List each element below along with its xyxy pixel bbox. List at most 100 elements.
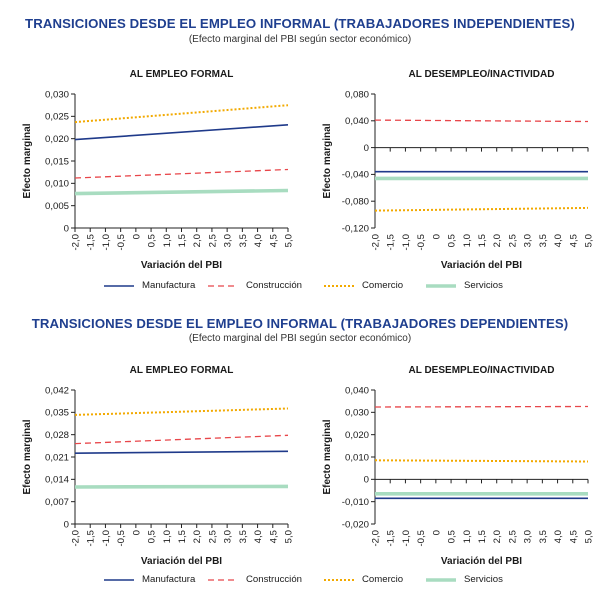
x-tick-label: -1,5 [86, 234, 97, 251]
series-line-construccin [74, 434, 289, 445]
x-tick-label: 3,0 [523, 234, 534, 247]
series-line-manufactura [74, 450, 289, 454]
series-line-manufactura [74, 124, 289, 141]
chart-dependientes-formal: AL EMPLEO FORMAL 0 0,007 0,014 0,021 0,028 0,0… [22, 365, 295, 567]
x-tick-label: 1,0 [462, 530, 473, 543]
chart-independientes-formal: AL EMPLEO FORMAL 0 0,005 0,010 0,015 0,020 0,0… [22, 69, 295, 271]
x-tick-label: -2,0 [371, 530, 382, 547]
y-tick-label: 0,007 [45, 497, 69, 508]
x-tick-label: 1,0 [162, 530, 173, 543]
x-tick-label: 1,5 [177, 234, 188, 247]
x-tick-label: -0,5 [116, 530, 127, 547]
series-line-comercio [74, 407, 289, 416]
legend-item-manufactura: Manufactura [104, 574, 195, 585]
x-tick-label: -2,0 [371, 234, 382, 251]
legend-label: Comercio [362, 280, 404, 291]
x-axis-label: Variación del PBI [141, 260, 222, 271]
legend-item-comercio: Comercio [324, 280, 403, 291]
x-tick-label: -0,5 [416, 234, 427, 251]
x-tick-label: 1,5 [477, 530, 488, 543]
y-tick-label: 0,005 [45, 201, 69, 212]
series-line-comercio [74, 104, 289, 124]
x-tick-label: 4,0 [553, 234, 564, 247]
y-tick-label: 0 [364, 143, 369, 154]
y-tick-label: 0,080 [345, 89, 369, 100]
x-tick-label: 4,5 [268, 234, 279, 247]
x-tick-label: 3,0 [523, 530, 534, 543]
legend-independientes: Manufactura Construcción Comercio Servicios [0, 280, 600, 296]
series-line-comercio [374, 206, 589, 212]
legend-label: Manufactura [142, 280, 196, 291]
x-tick-label: 3,0 [223, 234, 234, 247]
legend-item-construccin: Construcción [208, 280, 302, 291]
x-tick-label: 1,0 [462, 234, 473, 247]
x-tick-label: 2,5 [507, 530, 518, 543]
y-tick-label: 0 [364, 475, 369, 486]
x-tick-label: -1,5 [86, 530, 97, 547]
x-tick-label: -1,0 [101, 530, 112, 547]
legend-label: Manufactura [142, 574, 196, 585]
series-line-construccin [374, 405, 589, 408]
x-tick-label: 3,5 [538, 234, 549, 247]
y-tick-label: 0 [64, 223, 69, 234]
y-tick-label: 0,040 [345, 116, 369, 127]
y-tick-label: -0,120 [342, 223, 369, 234]
x-tick-label: -1,5 [386, 530, 397, 547]
x-tick-label: 2,5 [507, 234, 518, 247]
chart-independientes-desempleo: AL DESEMPLEO/INACTIVIDAD -0,120 -0,080 -0,0… [322, 69, 595, 271]
x-tick-label: 0 [431, 530, 442, 535]
y-tick-label: 0,021 [45, 452, 69, 463]
legend-swatch [208, 578, 238, 581]
x-tick-label: 2,0 [492, 530, 503, 543]
legend-item-construccin: Construcción [208, 574, 302, 585]
x-axis-label: Variación del PBI [141, 556, 222, 567]
x-tick-label: 3,0 [223, 530, 234, 543]
x-tick-label: 0,5 [147, 530, 158, 543]
series-line-servicios [74, 188, 289, 196]
legend-swatch [208, 284, 238, 287]
x-axis-label: Variación del PBI [441, 260, 522, 271]
y-axis-label: Efecto marginal [22, 123, 33, 198]
y-axis-label: Efecto marginal [322, 419, 333, 494]
x-tick-label: 4,5 [268, 530, 279, 543]
y-tick-label: 0,040 [345, 385, 369, 396]
section-subtitle-independientes: (Efecto marginal del PBI según sector ec… [188, 34, 412, 45]
x-tick-label: 4,0 [253, 530, 264, 543]
panel-title: AL DESEMPLEO/INACTIVIDAD [409, 69, 555, 80]
x-tick-label: 0 [431, 234, 442, 239]
legend-item-comercio: Comercio [324, 574, 403, 585]
x-tick-label: -1,5 [386, 234, 397, 251]
x-tick-label: 1,5 [477, 234, 488, 247]
x-tick-label: -1,0 [401, 234, 412, 251]
y-axis-label: Efecto marginal [22, 419, 33, 494]
x-tick-label: 5,0 [584, 234, 595, 247]
x-tick-label: 4,5 [568, 530, 579, 543]
y-tick-label: 0,020 [345, 430, 369, 441]
series-line-construccin [374, 119, 589, 123]
chart-dependientes-desempleo: AL DESEMPLEO/INACTIVIDAD -0,020 -0,010 0 0,0… [322, 365, 595, 567]
series-line-construccin [74, 168, 289, 179]
x-tick-label: 0,5 [147, 234, 158, 247]
legend-item-servicios: Servicios [426, 574, 503, 585]
x-tick-label: 3,5 [238, 530, 249, 543]
y-tick-label: 0,030 [345, 408, 369, 419]
legend-label: Construcción [246, 574, 302, 585]
x-axis-label: Variación del PBI [441, 556, 522, 567]
legend-dependientes: Manufactura Construcción Comercio Servicios [0, 574, 600, 590]
legend-label: Construcción [246, 280, 302, 291]
x-tick-label: -1,0 [101, 234, 112, 251]
y-tick-label: 0,030 [45, 89, 69, 100]
y-tick-label: 0,035 [45, 408, 69, 419]
y-tick-label: 0,010 [345, 452, 369, 463]
x-tick-label: 0 [131, 530, 142, 535]
legend-label: Servicios [464, 574, 503, 585]
panel-title: AL EMPLEO FORMAL [130, 365, 234, 376]
x-tick-label: 0,5 [447, 530, 458, 543]
legend-swatch [426, 283, 456, 288]
section-subtitle-dependientes: (Efecto marginal del PBI según sector ec… [188, 333, 412, 344]
x-tick-label: 2,0 [192, 530, 203, 543]
x-tick-label: 2,0 [192, 234, 203, 247]
y-tick-label: -0,080 [342, 197, 369, 208]
legend-swatch [104, 578, 134, 581]
x-tick-label: 4,0 [253, 234, 264, 247]
